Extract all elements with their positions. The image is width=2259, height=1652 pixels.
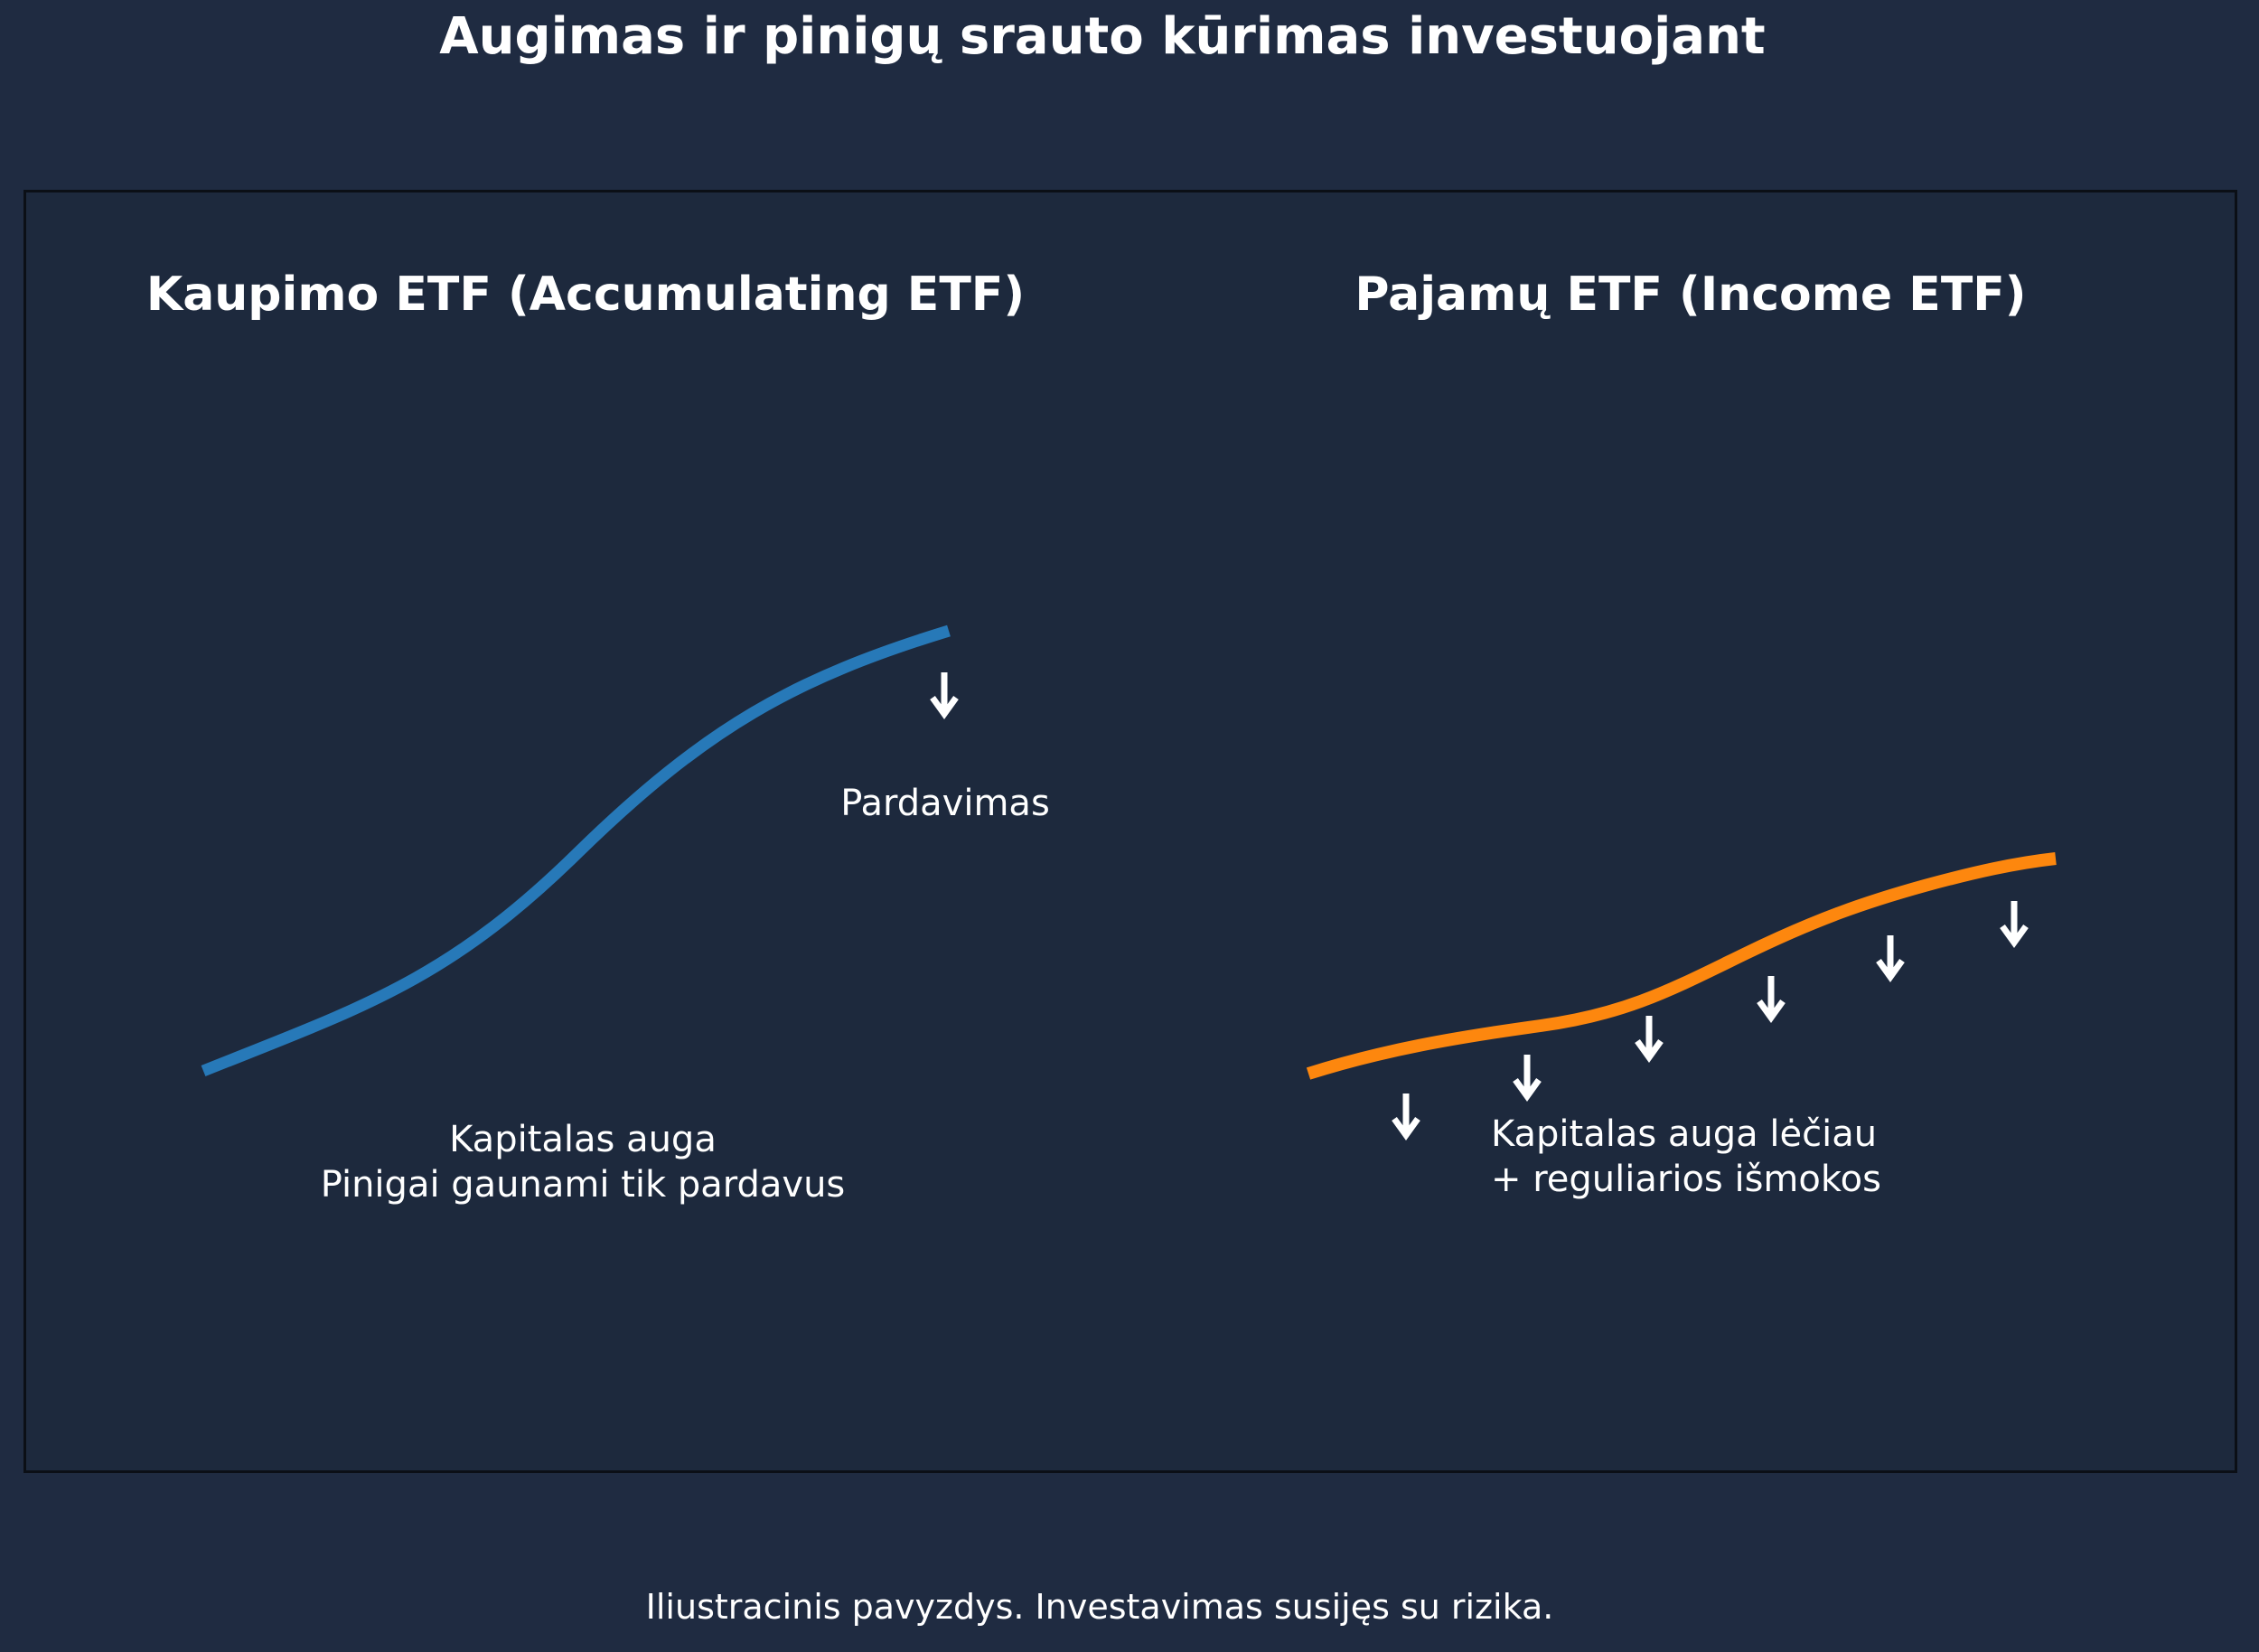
payout-down-arrow-icon xyxy=(1635,1016,1664,1063)
income-caption: Kapitalas auga lėčiau + reguliarios išmo… xyxy=(1491,1112,1881,1202)
accumulating-curve xyxy=(201,624,951,1077)
income-panel-title: Pajamų ETF (Income ETF) xyxy=(1354,268,2027,322)
payout-down-arrow-icon xyxy=(2000,901,2029,948)
accumulating-caption-line1: Kapitalas auga xyxy=(449,1119,717,1160)
accumulating-panel-title: Kaupimo ETF (Accumulating ETF) xyxy=(145,268,1026,322)
accumulating-caption: Kapitalas auga Pinigai gaunami tik parda… xyxy=(321,1117,846,1207)
sale-label: Pardavimas xyxy=(840,783,1050,824)
payout-arrows xyxy=(1392,901,2029,1140)
sale-down-arrow-icon xyxy=(930,672,959,719)
income-caption-line2: + reguliarios išmokos xyxy=(1491,1159,1881,1200)
figure-title: Augimas ir pinigų srauto kūrimas investu… xyxy=(439,7,1766,66)
disclaimer: Iliustracinis pavyzdys. Investavimas sus… xyxy=(645,1587,1554,1627)
payout-down-arrow-icon xyxy=(1392,1094,1420,1140)
payout-down-arrow-icon xyxy=(1876,935,1905,982)
income-curve xyxy=(1306,852,2057,1080)
income-caption-line1: Kapitalas auga lėčiau xyxy=(1491,1113,1878,1155)
panel-border xyxy=(23,190,2237,1473)
payout-down-arrow-icon xyxy=(1757,976,1786,1023)
accumulating-caption-line2: Pinigai gaunami tik pardavus xyxy=(320,1164,846,1206)
payout-down-arrow-icon xyxy=(1513,1055,1542,1102)
